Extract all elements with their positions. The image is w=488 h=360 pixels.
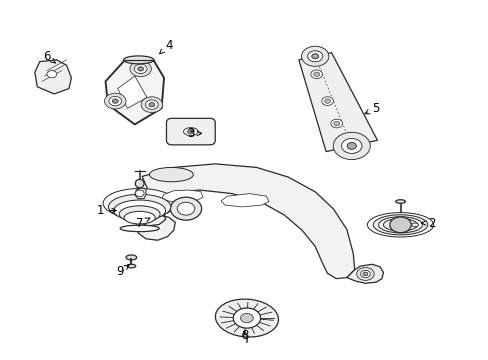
Text: 3: 3 (187, 127, 201, 140)
Circle shape (130, 61, 151, 77)
Circle shape (310, 70, 322, 78)
Circle shape (112, 99, 118, 103)
Circle shape (346, 143, 356, 149)
Circle shape (135, 190, 144, 197)
Polygon shape (35, 60, 71, 94)
Ellipse shape (135, 179, 144, 188)
Ellipse shape (120, 225, 159, 231)
Ellipse shape (411, 223, 418, 226)
Circle shape (134, 64, 147, 73)
Polygon shape (298, 53, 377, 152)
Ellipse shape (114, 200, 165, 221)
Circle shape (240, 314, 253, 323)
Circle shape (47, 71, 57, 78)
Ellipse shape (383, 219, 417, 231)
Circle shape (341, 139, 361, 153)
Circle shape (333, 121, 339, 126)
Circle shape (104, 93, 126, 109)
Circle shape (233, 308, 260, 328)
Circle shape (330, 119, 342, 128)
Circle shape (356, 267, 373, 280)
Circle shape (311, 54, 318, 59)
Circle shape (145, 100, 158, 109)
Circle shape (360, 270, 369, 278)
Circle shape (362, 272, 367, 276)
Circle shape (332, 132, 369, 159)
Ellipse shape (127, 264, 136, 268)
Circle shape (389, 217, 410, 233)
Ellipse shape (149, 167, 193, 182)
Ellipse shape (366, 213, 433, 237)
Polygon shape (136, 164, 354, 279)
Ellipse shape (108, 194, 170, 220)
Circle shape (109, 96, 122, 106)
Polygon shape (346, 264, 383, 283)
FancyBboxPatch shape (166, 118, 215, 145)
Ellipse shape (378, 217, 422, 233)
Circle shape (141, 97, 162, 113)
Polygon shape (221, 194, 268, 207)
Ellipse shape (126, 255, 137, 260)
Ellipse shape (123, 56, 154, 64)
Circle shape (324, 99, 330, 103)
Circle shape (149, 103, 155, 107)
Ellipse shape (372, 215, 427, 235)
Text: 4: 4 (159, 39, 172, 54)
Text: 5: 5 (364, 102, 379, 115)
Circle shape (307, 51, 322, 62)
Circle shape (187, 129, 194, 134)
Polygon shape (118, 76, 147, 108)
Text: 6: 6 (43, 50, 56, 63)
Ellipse shape (119, 206, 160, 222)
Text: 1: 1 (97, 204, 116, 217)
Polygon shape (161, 190, 203, 202)
Circle shape (177, 202, 194, 215)
Ellipse shape (183, 128, 198, 135)
Text: 2: 2 (421, 216, 435, 230)
Circle shape (170, 197, 201, 220)
Text: 8: 8 (240, 329, 248, 342)
Circle shape (321, 97, 333, 105)
Ellipse shape (124, 211, 155, 224)
Ellipse shape (103, 189, 176, 218)
Circle shape (313, 72, 319, 76)
Circle shape (301, 46, 328, 66)
Ellipse shape (395, 200, 405, 203)
Circle shape (138, 67, 143, 71)
Polygon shape (135, 188, 146, 199)
Text: 7: 7 (136, 216, 150, 230)
Ellipse shape (215, 299, 278, 337)
Text: 9: 9 (116, 265, 129, 278)
Polygon shape (105, 60, 163, 125)
